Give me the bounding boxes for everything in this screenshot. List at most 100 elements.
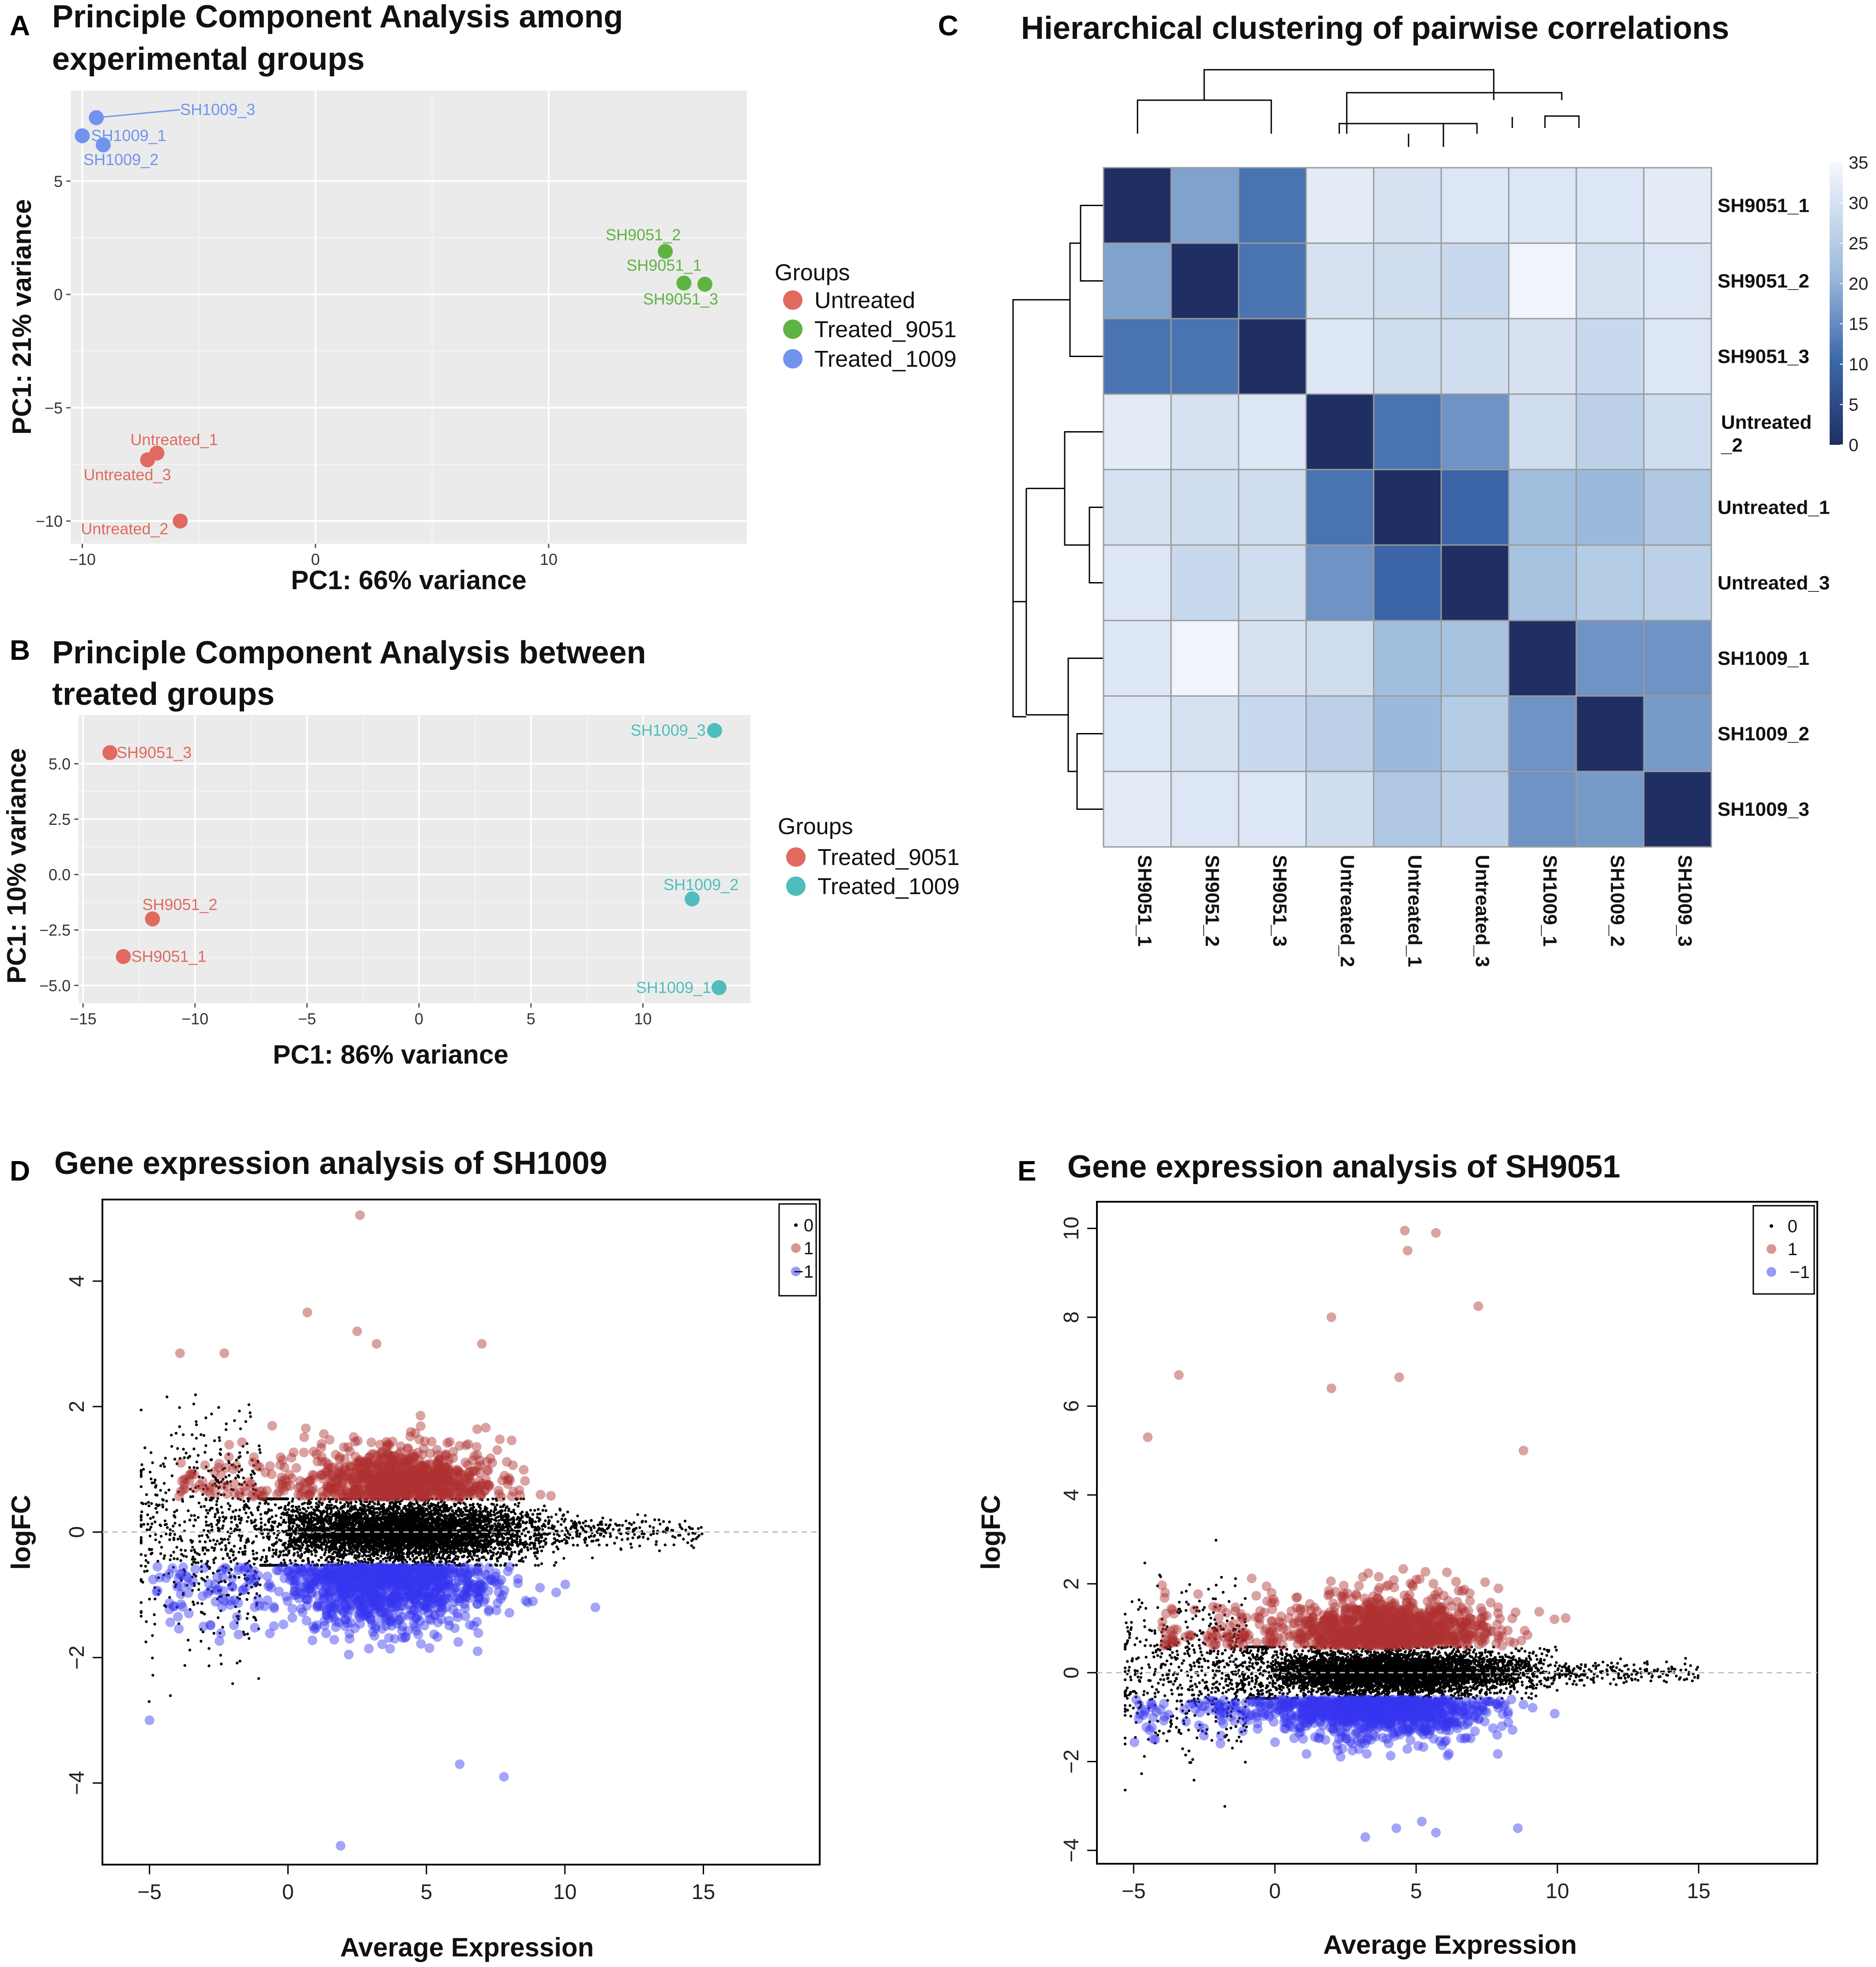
heat-cell-sh9051-2-sh9051-1 — [1103, 242, 1172, 320]
gene-point-ns — [154, 1533, 157, 1536]
heat-cell-untreated-2-sh9051-2 — [1170, 393, 1239, 470]
heat-cell-sh9051-2-sh1009-1 — [1508, 242, 1577, 320]
gene-point-ns — [514, 1534, 517, 1537]
gene-point-ns — [590, 1540, 593, 1543]
gene-point-ns — [526, 1513, 530, 1516]
gene-point-ns — [228, 1474, 231, 1477]
gene-point-ns — [193, 1558, 196, 1561]
point-sh9051-1 — [116, 949, 131, 964]
gene-point-ns — [534, 1554, 537, 1558]
gene-point-ns — [469, 1497, 473, 1501]
gene-point-ns — [411, 1554, 414, 1558]
gene-point-ns — [363, 1507, 366, 1510]
gene-point-ns — [615, 1536, 618, 1539]
gene-point-ns — [338, 1555, 341, 1558]
gene-point-ns — [386, 1553, 389, 1557]
gene-point-ns — [506, 1529, 509, 1532]
gene-point-ns — [286, 1511, 289, 1514]
gene-point-ns — [368, 1502, 371, 1505]
gene-point-ns — [690, 1544, 693, 1547]
gene-point-ns — [550, 1527, 554, 1530]
gene-point-ns — [191, 1576, 194, 1579]
gene-point-ns — [152, 1516, 155, 1519]
gene-point-ns — [271, 1515, 274, 1519]
gene-point-ns — [354, 1500, 358, 1504]
gene-point-ns — [139, 1469, 143, 1472]
gene-point-ns — [276, 1534, 279, 1537]
gene-point-ns — [605, 1543, 609, 1547]
gene-point-ns — [252, 1464, 255, 1467]
heat-cell-sh9051-3-untreated-1 — [1373, 318, 1442, 395]
gene-point-ns — [306, 1514, 309, 1517]
gene-point-ns — [200, 1565, 203, 1568]
gene-point-ns — [206, 1576, 209, 1579]
gene-point-ns — [578, 1535, 581, 1538]
gene-point-ns — [416, 1506, 419, 1509]
gene-point-ns — [612, 1528, 615, 1531]
point-label-sh9051-1: SH9051_1 — [131, 948, 206, 966]
colorbar-tick-label: 5 — [1849, 395, 1858, 415]
gene-point-ns — [638, 1526, 641, 1529]
gene-point-ns — [508, 1555, 511, 1558]
gene-point-ns — [200, 1505, 203, 1508]
gene-point-ns — [217, 1527, 220, 1530]
heat-cell-sh9051-2-untreated-1 — [1373, 242, 1442, 320]
gene-point-ns — [540, 1549, 543, 1553]
heat-cell-sh1009-1-sh9051-3 — [1238, 620, 1307, 697]
gene-point-ns — [275, 1514, 278, 1517]
gene-point-ns — [200, 1602, 203, 1605]
gene-point-ns — [448, 1553, 451, 1557]
col-label-sh9051-1: SH9051_1 — [1134, 855, 1156, 947]
gene-point-ns — [226, 1502, 230, 1505]
gene-point-ns — [252, 1553, 255, 1556]
gene-point-ns — [541, 1509, 545, 1512]
gene-point-ns — [417, 1561, 420, 1564]
gene-point-ns — [233, 1419, 236, 1422]
gene-point-ns — [517, 1501, 520, 1505]
point-label-sh9051-3: SH9051_3 — [643, 290, 718, 308]
panel-letter-b: B — [10, 634, 30, 666]
gene-point-ns — [222, 1538, 225, 1541]
gene-point-ns — [282, 1550, 285, 1553]
gene-point-ns — [289, 1559, 292, 1562]
not-significant-genes — [139, 1393, 704, 1703]
point-label-sh1009-2: SH1009_2 — [83, 150, 158, 169]
heat-cell-untreated-1-untreated-1 — [1373, 469, 1442, 546]
gene-point-ns — [265, 1512, 268, 1515]
gene-point-ns — [139, 1473, 143, 1476]
col-label-sh1009-3: SH1009_3 — [1674, 855, 1696, 947]
gene-point-ns — [554, 1513, 558, 1516]
gene-point-ns — [497, 1519, 501, 1522]
x-tick-label: 0 — [311, 550, 320, 568]
point-sh1009-1 — [711, 980, 727, 995]
gene-point-ns — [365, 1554, 368, 1558]
heat-cell-sh9051-3-sh1009-3 — [1643, 318, 1712, 395]
gene-point-ns — [496, 1559, 499, 1563]
gene-point-ns — [646, 1537, 650, 1540]
gene-point-ns — [281, 1543, 284, 1546]
gene-point-ns — [166, 1526, 169, 1529]
gene-point-ns — [160, 1546, 163, 1549]
gene-point-ns — [454, 1516, 457, 1519]
gene-point-ns — [214, 1513, 217, 1516]
colorbar-tick-label: 25 — [1849, 234, 1868, 253]
gene-point-ns — [238, 1451, 241, 1454]
gene-point-ns — [541, 1528, 544, 1531]
gene-point-ns — [150, 1552, 153, 1556]
gene-point-ns — [182, 1568, 185, 1571]
gene-point-ns — [163, 1519, 167, 1523]
panel-d-title: Gene expression analysis of SH1009 — [54, 1146, 607, 1181]
gene-point-ns — [537, 1564, 540, 1567]
gene-point-ns — [494, 1497, 497, 1501]
gene-point-ns — [182, 1448, 185, 1451]
gene-point-ns — [536, 1550, 539, 1553]
gene-point-ns — [585, 1544, 589, 1547]
gene-point-ns — [146, 1523, 150, 1526]
gene-point-ns — [197, 1588, 200, 1591]
gene-point-ns — [537, 1508, 540, 1511]
gene-point-ns — [454, 1554, 458, 1557]
gene-point-ns — [153, 1613, 156, 1616]
gene-point-ns — [413, 1507, 416, 1510]
gene-point-ns — [569, 1527, 573, 1531]
gene-point-ns — [139, 1553, 143, 1556]
